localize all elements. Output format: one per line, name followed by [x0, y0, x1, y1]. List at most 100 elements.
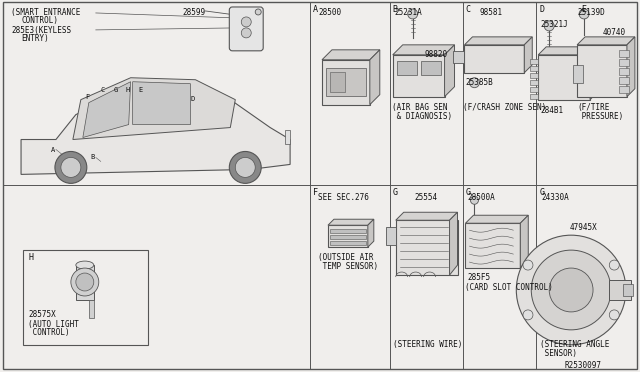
- Text: (STEERING WIRE): (STEERING WIRE): [393, 340, 462, 349]
- FancyBboxPatch shape: [229, 7, 263, 51]
- Circle shape: [516, 235, 626, 345]
- Bar: [465, 223, 520, 268]
- Text: 25554: 25554: [415, 193, 438, 202]
- Bar: [328, 225, 368, 247]
- Text: 28500: 28500: [318, 8, 341, 17]
- Bar: [609, 280, 631, 300]
- Circle shape: [531, 250, 611, 330]
- Text: PRESSURE): PRESSURE): [577, 112, 623, 121]
- Bar: [386, 227, 396, 245]
- Text: D: D: [190, 96, 195, 102]
- Circle shape: [609, 260, 620, 270]
- Bar: [285, 129, 290, 144]
- Text: H: H: [125, 87, 130, 93]
- Text: 25385B: 25385B: [465, 78, 493, 87]
- Text: SEE SEC.276: SEE SEC.276: [318, 193, 369, 202]
- Bar: [538, 55, 590, 100]
- Bar: [396, 220, 458, 275]
- Text: E: E: [138, 87, 143, 93]
- Text: G: G: [113, 87, 118, 93]
- Text: 40740: 40740: [603, 28, 626, 37]
- Text: 285E3(KEYLESS: 285E3(KEYLESS: [11, 26, 71, 35]
- Polygon shape: [328, 219, 374, 225]
- Bar: [420, 61, 440, 75]
- Text: 28575X: 28575X: [28, 310, 56, 319]
- Text: 98820: 98820: [424, 50, 448, 59]
- Text: (F/CRASH ZONE SEN): (F/CRASH ZONE SEN): [463, 103, 547, 112]
- Bar: [452, 51, 465, 63]
- Bar: [573, 65, 583, 83]
- Text: (SMART ENTRANCE: (SMART ENTRANCE: [11, 8, 81, 17]
- Text: G: G: [465, 188, 470, 197]
- Polygon shape: [21, 88, 290, 174]
- Polygon shape: [590, 47, 598, 100]
- Bar: [619, 86, 629, 93]
- Polygon shape: [83, 82, 131, 138]
- Text: 285F5: 285F5: [467, 273, 491, 282]
- Text: 28599: 28599: [182, 8, 205, 17]
- Bar: [577, 45, 627, 97]
- Text: 25321J: 25321J: [540, 20, 568, 29]
- Text: 28500A: 28500A: [467, 193, 495, 202]
- Text: H: H: [28, 253, 33, 262]
- Polygon shape: [322, 50, 380, 60]
- Circle shape: [523, 260, 533, 270]
- Bar: [531, 87, 538, 92]
- Bar: [619, 68, 629, 75]
- Text: ENTRY): ENTRY): [21, 34, 49, 43]
- Text: SENSOR): SENSOR): [540, 349, 577, 358]
- Polygon shape: [524, 37, 532, 73]
- Bar: [623, 284, 633, 296]
- Bar: [326, 68, 366, 96]
- Circle shape: [544, 21, 554, 31]
- Bar: [619, 59, 629, 66]
- Circle shape: [76, 273, 94, 291]
- Text: & DIAGNOSIS): & DIAGNOSIS): [392, 112, 452, 121]
- Polygon shape: [465, 37, 532, 45]
- Text: (AUTO LIGHT: (AUTO LIGHT: [28, 320, 79, 329]
- Polygon shape: [520, 215, 528, 268]
- Text: (OUTSIDE AIR: (OUTSIDE AIR: [318, 253, 374, 262]
- Text: 25139D: 25139D: [577, 8, 605, 17]
- Circle shape: [523, 310, 533, 320]
- Bar: [531, 80, 538, 85]
- Text: CONTROL): CONTROL): [21, 16, 58, 25]
- Bar: [393, 213, 461, 333]
- Text: A: A: [313, 5, 318, 14]
- Polygon shape: [538, 47, 598, 55]
- Bar: [619, 77, 629, 84]
- Text: E: E: [581, 5, 586, 14]
- Bar: [531, 59, 538, 64]
- Polygon shape: [393, 45, 454, 55]
- Polygon shape: [577, 37, 635, 45]
- Circle shape: [61, 157, 81, 177]
- Polygon shape: [368, 219, 374, 247]
- Ellipse shape: [76, 261, 94, 269]
- Bar: [531, 94, 538, 99]
- Polygon shape: [465, 215, 528, 223]
- Polygon shape: [445, 45, 454, 97]
- Bar: [89, 300, 94, 318]
- Text: 24330A: 24330A: [541, 193, 569, 202]
- Bar: [330, 229, 366, 233]
- Polygon shape: [396, 212, 458, 220]
- Text: (AIR BAG SEN: (AIR BAG SEN: [392, 103, 447, 112]
- Bar: [330, 235, 366, 239]
- Text: 25231A: 25231A: [395, 8, 422, 17]
- Text: G: G: [393, 188, 397, 197]
- Text: B: B: [91, 154, 95, 160]
- Circle shape: [549, 268, 593, 312]
- Circle shape: [241, 28, 252, 38]
- Polygon shape: [627, 37, 635, 97]
- Bar: [393, 55, 445, 97]
- Text: C: C: [100, 87, 105, 93]
- Bar: [465, 45, 524, 73]
- Text: (STEERING ANGLE: (STEERING ANGLE: [540, 340, 610, 349]
- Bar: [397, 61, 417, 75]
- Circle shape: [55, 151, 87, 183]
- Bar: [76, 265, 94, 300]
- Circle shape: [255, 9, 261, 15]
- Circle shape: [408, 9, 418, 19]
- Bar: [619, 50, 629, 57]
- Circle shape: [609, 310, 620, 320]
